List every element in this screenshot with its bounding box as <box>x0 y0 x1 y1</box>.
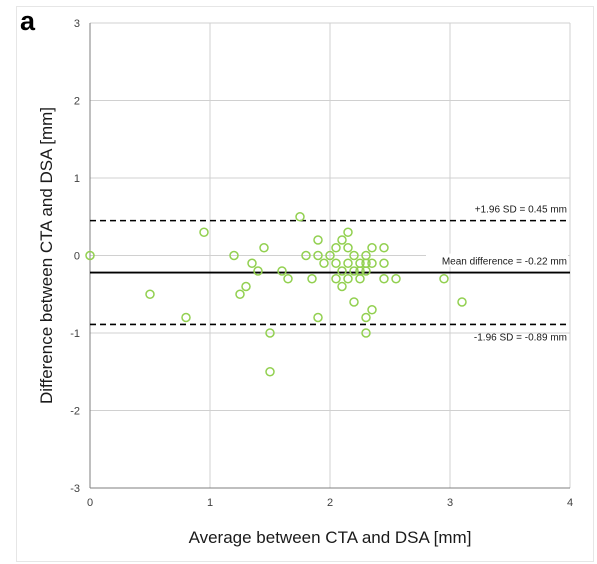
y-tick-label: 0 <box>74 251 80 263</box>
data-point <box>199 227 209 237</box>
y-tick-label: 3 <box>74 18 80 30</box>
data-point <box>343 243 353 253</box>
data-point <box>295 212 305 222</box>
lower_limit-label: -1.96 SD = -0.89 mm <box>474 332 567 343</box>
y-tick-label: -1 <box>70 328 80 340</box>
y-tick-label: 1 <box>74 173 80 185</box>
data-point <box>367 305 377 315</box>
y-axis-title: Difference between CTA and DSA [mm] <box>37 107 56 404</box>
data-point <box>241 281 251 292</box>
x-tick-label: 4 <box>567 497 573 509</box>
y-tick-label: 2 <box>74 96 80 108</box>
x-tick-label: 0 <box>87 497 93 509</box>
x-tick-label: 2 <box>327 497 333 509</box>
reference-lines: +1.96 SD = 0.45 mm Mean difference = -0.2… <box>90 205 570 343</box>
data-point <box>343 258 353 268</box>
data-point <box>307 274 317 284</box>
data-point <box>337 266 347 276</box>
data-point <box>145 289 155 299</box>
x-tick-label: 1 <box>207 497 213 509</box>
data-point <box>331 243 341 253</box>
data-point <box>229 250 239 261</box>
data-point <box>325 250 335 261</box>
x-tick-label: 3 <box>447 497 453 509</box>
y-tick-label: -2 <box>70 406 80 418</box>
data-point <box>457 297 467 307</box>
data-point <box>259 243 269 253</box>
data-point <box>181 312 191 323</box>
data-point <box>265 367 275 377</box>
data-point <box>355 274 365 284</box>
data-point <box>367 258 377 268</box>
data-point <box>361 328 371 338</box>
figure-frame <box>16 6 594 562</box>
data-point <box>349 297 359 307</box>
data-point <box>337 281 347 292</box>
x-axis-title: Average between CTA and DSA [mm] <box>189 528 472 547</box>
data-point <box>247 258 257 268</box>
data-points <box>85 212 467 377</box>
data-point <box>283 274 293 284</box>
data-point <box>343 227 353 237</box>
data-point <box>313 250 323 261</box>
data-point <box>235 289 245 299</box>
upper_limit-label: +1.96 SD = 0.45 mm <box>475 205 567 216</box>
data-point <box>349 250 359 261</box>
tick-labels: 0 1 2 3 4 -3 -2 -1 0 1 2 3 <box>70 18 573 509</box>
data-point <box>361 266 371 276</box>
data-point <box>379 243 389 253</box>
data-point <box>337 235 347 245</box>
data-point <box>349 266 359 276</box>
data-point <box>253 266 263 276</box>
data-point <box>85 250 95 261</box>
data-point <box>319 258 329 268</box>
y-tick-label: -3 <box>70 483 80 495</box>
mean-label-bg <box>426 253 568 267</box>
data-point <box>313 312 323 323</box>
data-point <box>391 274 401 284</box>
data-point <box>439 274 449 284</box>
mean-label: Mean difference = -0.22 mm <box>442 257 567 268</box>
data-point <box>361 312 371 323</box>
data-point <box>301 250 311 261</box>
panel-label: a <box>20 6 36 36</box>
data-point <box>265 328 275 338</box>
data-point <box>313 235 323 245</box>
axes <box>89 23 570 489</box>
data-point <box>331 258 341 268</box>
data-point <box>367 243 377 253</box>
data-point <box>379 258 389 268</box>
data-point <box>331 274 341 284</box>
data-point <box>379 274 389 284</box>
data-point <box>277 266 287 276</box>
data-point <box>343 274 353 284</box>
